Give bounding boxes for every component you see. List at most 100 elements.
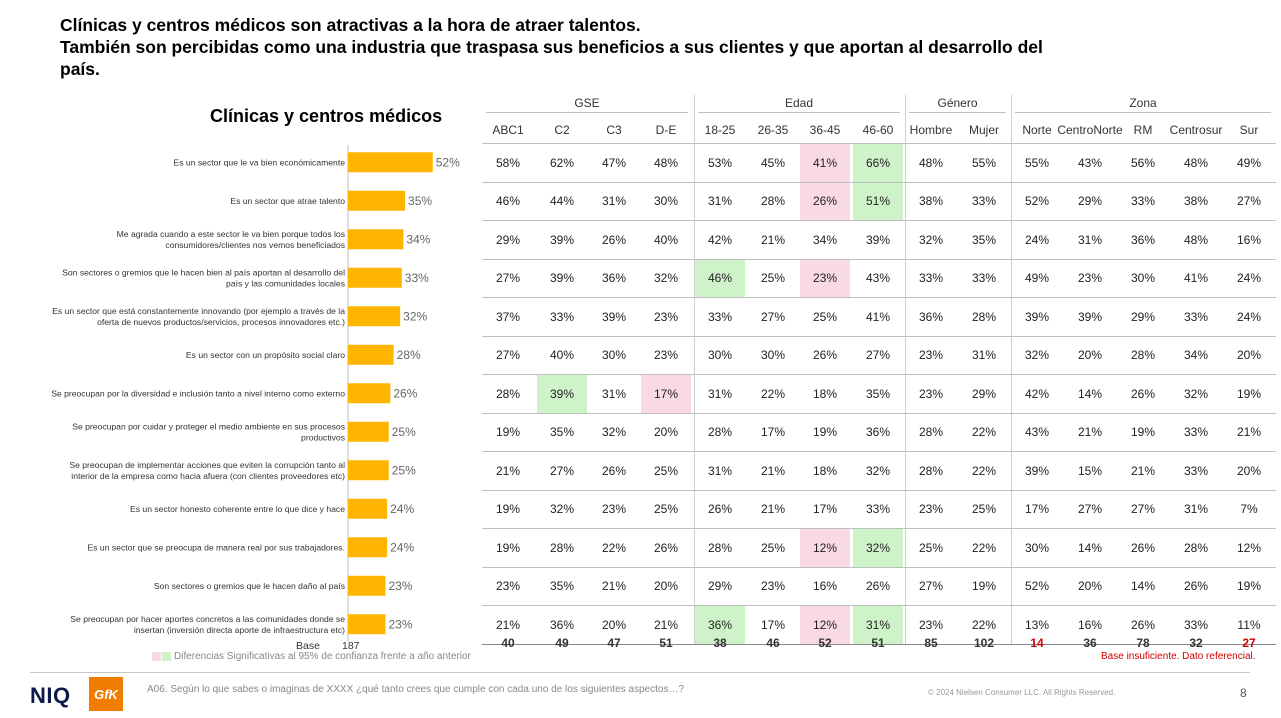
table-cell: 11% bbox=[1237, 617, 1261, 632]
bar-value-label: 26% bbox=[393, 386, 417, 400]
table-cell: 42% bbox=[707, 232, 733, 247]
category-label: país y las comunidades locales bbox=[226, 278, 345, 288]
table-cell: 21% bbox=[760, 502, 786, 517]
table-cell: 25% bbox=[918, 540, 944, 555]
table-cell: 23% bbox=[653, 348, 679, 363]
column-header-text: 46-60 bbox=[862, 122, 894, 137]
table-cell: 23% bbox=[760, 579, 786, 594]
table-cell: 31% bbox=[707, 386, 733, 401]
table-cell: 21% bbox=[760, 232, 786, 247]
table-cell: 26% bbox=[1183, 579, 1209, 594]
table-cell: 27% bbox=[918, 579, 944, 594]
row-divider bbox=[482, 335, 1276, 337]
table-cell: 52% bbox=[1024, 579, 1050, 594]
table-cell: 35% bbox=[865, 386, 891, 401]
column-header: 26-35 bbox=[747, 112, 799, 148]
page-number: 8 bbox=[1240, 686, 1247, 700]
bar bbox=[348, 614, 386, 635]
gfk-logo: GfK bbox=[89, 677, 123, 711]
table-cell: 16% bbox=[812, 579, 838, 594]
table-cell: 27% bbox=[1130, 502, 1156, 517]
table-cell: 22% bbox=[971, 540, 997, 555]
base-count: 51 bbox=[659, 636, 673, 650]
bar bbox=[348, 460, 389, 481]
base-count: 47 bbox=[607, 636, 621, 650]
table-cell: 26% bbox=[1130, 540, 1156, 555]
table-cell: 21% bbox=[1130, 463, 1156, 478]
bar-value-label: 32% bbox=[403, 309, 427, 323]
table-cell: 21% bbox=[601, 579, 627, 594]
table-cell: 40% bbox=[549, 348, 575, 363]
table-cell: 19% bbox=[1236, 386, 1262, 401]
table-cell: 19% bbox=[495, 425, 521, 440]
category-label: oferta de nuevos productos/servicios, pr… bbox=[97, 317, 345, 327]
table-cell: 28% bbox=[760, 194, 786, 209]
table-cell: 36% bbox=[549, 617, 575, 632]
table-cell: 31% bbox=[853, 606, 903, 644]
table-cell: 29% bbox=[971, 386, 997, 401]
column-header: Hombre bbox=[905, 112, 957, 148]
column-header-text: Mujer bbox=[968, 122, 999, 137]
table-cell: 30% bbox=[1024, 540, 1050, 555]
table-cell: 51% bbox=[853, 182, 903, 220]
column-header-text: Norte bbox=[1093, 122, 1123, 137]
table-cell: 26% bbox=[865, 579, 891, 594]
table-cell: 32% bbox=[1183, 386, 1209, 401]
table-cell: 14% bbox=[1077, 386, 1103, 401]
table-cell: 25% bbox=[812, 309, 838, 324]
row-divider bbox=[482, 489, 1276, 491]
category-label: Es un sector que le va bien económicamen… bbox=[174, 157, 346, 167]
table-cell: 23% bbox=[918, 386, 944, 401]
column-header-text: sur bbox=[1205, 122, 1223, 137]
table-cell: 20% bbox=[1077, 579, 1103, 594]
table-cell: 38% bbox=[1183, 194, 1209, 209]
column-header-text: RM bbox=[1133, 122, 1153, 137]
table-cell: 43% bbox=[865, 271, 891, 286]
table-cell: 48% bbox=[653, 155, 679, 170]
table-cell: 39% bbox=[865, 232, 891, 247]
table-cell: 29% bbox=[1077, 194, 1103, 209]
table-cell: 12% bbox=[800, 606, 850, 644]
bar bbox=[348, 306, 401, 327]
title-line-2: También son percibidas como una industri… bbox=[60, 37, 1043, 57]
table-cell: 17% bbox=[760, 617, 786, 632]
table-cell: 30% bbox=[653, 194, 679, 209]
column-header-text: Centro bbox=[1057, 122, 1094, 137]
group-header: GSE bbox=[574, 96, 600, 110]
column-header: ABC1 bbox=[482, 112, 534, 148]
table-cell: 24% bbox=[1236, 309, 1262, 324]
table-cell: 41% bbox=[1183, 271, 1209, 286]
table-cell: 32% bbox=[865, 463, 891, 478]
table-cell: 36% bbox=[695, 606, 745, 644]
table-cell: 41% bbox=[800, 144, 850, 182]
table-cell: 27% bbox=[760, 309, 786, 324]
category-label: Es un sector que está constantemente inn… bbox=[52, 306, 345, 316]
green-swatch bbox=[162, 652, 171, 661]
table-cell: 21% bbox=[1236, 425, 1262, 440]
row-divider bbox=[482, 220, 1276, 221]
bar bbox=[348, 190, 406, 211]
bar bbox=[348, 537, 388, 558]
footer-divider bbox=[30, 672, 1250, 673]
table-cell: 17% bbox=[641, 375, 691, 413]
table-cell: 18% bbox=[812, 386, 838, 401]
category-label: Es un sector honesto coherente entre lo … bbox=[130, 504, 345, 514]
table-cell: 33% bbox=[865, 502, 891, 517]
category-label: consumidores/clientes nos vemos benefici… bbox=[165, 240, 345, 250]
column-header-text: C2 bbox=[554, 122, 570, 137]
table-cell: 31% bbox=[1077, 232, 1103, 247]
table-cell: 26% bbox=[653, 540, 679, 555]
table-cell: 24% bbox=[1236, 271, 1262, 286]
copyright: © 2024 Nielsen Consumer LLC. All Rights … bbox=[928, 688, 1116, 697]
column-header-text: Sur bbox=[1239, 122, 1259, 137]
base-count: 49 bbox=[555, 636, 569, 650]
base-count: 52 bbox=[818, 636, 832, 650]
table-cell: 22% bbox=[760, 386, 786, 401]
bar-value-label: 23% bbox=[388, 579, 412, 593]
table-cell: 21% bbox=[760, 463, 786, 478]
table-cell: 20% bbox=[1077, 348, 1103, 363]
table-cell: 35% bbox=[971, 232, 997, 247]
table-cell: 46% bbox=[495, 194, 521, 209]
column-header: D-E bbox=[640, 112, 692, 148]
table-cell: 33% bbox=[918, 271, 944, 286]
